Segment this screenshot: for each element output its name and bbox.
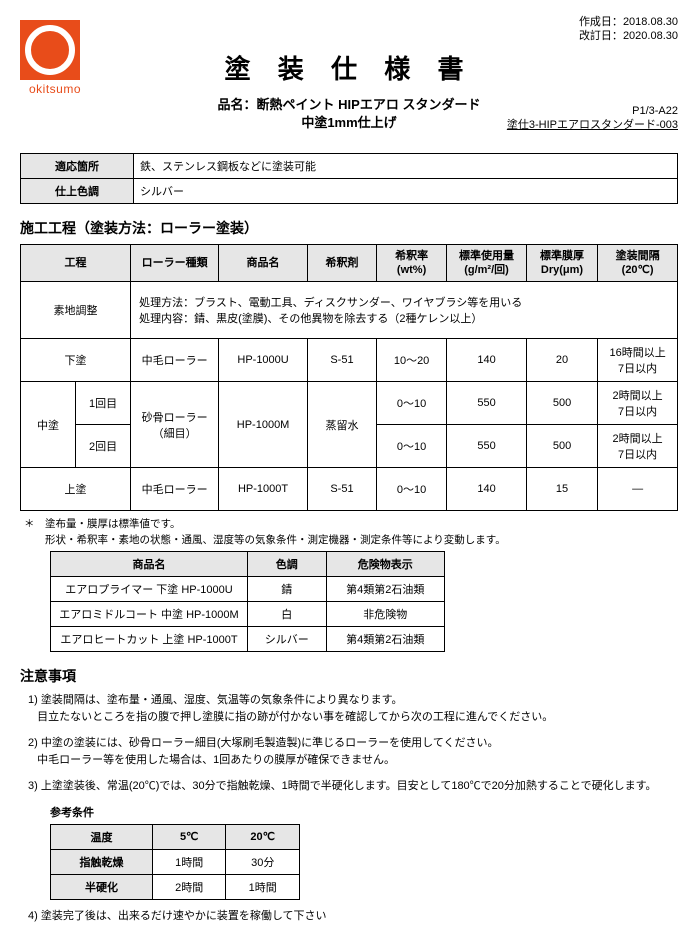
sub: 2回目 <box>76 425 131 468</box>
thinner: 蒸留水 <box>308 382 377 468</box>
cond-row: 半硬化 2時間 1時間 <box>51 874 300 899</box>
usage: 140 <box>447 339 527 382</box>
header-dates: 作成日：2018.08.30 改訂日：2020.08.30 <box>20 15 678 44</box>
logo-circle <box>25 25 75 75</box>
ratio: 0～10 <box>376 425 446 468</box>
logo-square <box>20 20 80 80</box>
usage: 550 <box>447 382 527 425</box>
info-value-2: シルバー <box>134 178 678 203</box>
row-mid-1: 中塗 1回目 砂骨ローラー（細目） HP-1000M 蒸留水 0～10 550 … <box>21 382 678 425</box>
hz-h2: 色調 <box>247 551 326 576</box>
product: HP-1000T <box>219 468 308 511</box>
stage: 下塗 <box>21 339 131 382</box>
row-topcoat: 上塗 中毛ローラー HP-1000T S-51 0～10 140 15 ― <box>21 468 678 511</box>
ratio: 0～10 <box>376 382 446 425</box>
info-table: 適応箇所 鉄、ステンレス鋼板などに塗装可能 仕上色調 シルバー <box>20 153 678 204</box>
interval: 2時間以上7日以内 <box>598 382 678 425</box>
doc-title: 塗 装 仕 様 書 <box>20 49 678 86</box>
notes-list: 1) 塗装間隔は、塗布量・通風、湿度、気温等の気象条件により異なります。 目立た… <box>28 692 678 796</box>
info-label-1: 適応箇所 <box>21 153 134 178</box>
stage: 中塗 <box>21 382 76 468</box>
process-table: 工程 ローラー種類 商品名 希釈剤 希釈率(wt%) 標準使用量(g/m²/回)… <box>20 244 678 512</box>
section-process-title: 施工工程（塗装方法：ローラー塗装） <box>20 218 678 238</box>
product: HP-1000M <box>219 382 308 468</box>
code2: 塗仕3-HIPエアロスタンダード-003 <box>507 119 678 131</box>
thinner: S-51 <box>308 339 377 382</box>
hazard-row: エアロヒートカット 上塗 HP-1000T シルバー 第4類第2石油類 <box>51 626 445 651</box>
row-undercoat: 下塗 中毛ローラー HP-1000U S-51 10～20 140 20 16時… <box>21 339 678 382</box>
interval: ― <box>598 468 678 511</box>
revised-date: 2020.08.30 <box>623 30 678 42</box>
film: 500 <box>526 382 597 425</box>
ratio: 0～10 <box>376 468 446 511</box>
hazard-row: エアロプライマー 下塗 HP-1000U 錆 第4類第2石油類 <box>51 576 445 601</box>
prep-text: 処理方法：ブラスト、電動工具、ディスクサンダー、ワイヤブラシ等を用いる 処理内容… <box>131 282 678 339</box>
roller: 中毛ローラー <box>131 339 219 382</box>
hazard-row: エアロミドルコート 中塗 HP-1000M 白 非危険物 <box>51 601 445 626</box>
sub: 1回目 <box>76 382 131 425</box>
revised-label: 改訂日： <box>579 30 623 42</box>
note-3: 3) 上塗塗装後、常温(20℃)では、30分で指触乾燥、1時間で半硬化します。目… <box>28 778 678 796</box>
thinner: S-51 <box>308 468 377 511</box>
usage: 140 <box>447 468 527 511</box>
th-roller: ローラー種類 <box>131 244 219 282</box>
th-ratio: 希釈率(wt%) <box>376 244 446 282</box>
th-usage: 標準使用量(g/m²/回) <box>447 244 527 282</box>
logo: okitsumo <box>20 20 90 96</box>
section-notes-title: 注意事項 <box>20 666 678 686</box>
code1: P1/3-A22 <box>632 105 678 117</box>
note-star: ＊ 塗布量・膜厚は標準値です。 形状・希釈率・素地の状態・通風、湿度等の気象条件… <box>24 517 678 549</box>
note-2: 2) 中塗の塗装には、砂骨ローラー細目(大塚刷毛製造製)に準じるローラーを使用し… <box>28 735 678 770</box>
th-thinner: 希釈剤 <box>308 244 377 282</box>
film: 15 <box>526 468 597 511</box>
stage: 上塗 <box>21 468 131 511</box>
prep-row: 素地調整 処理方法：ブラスト、電動工具、ディスクサンダー、ワイヤブラシ等を用いる… <box>21 282 678 339</box>
th-interval: 塗装間隔(20℃) <box>598 244 678 282</box>
note-4: 4) 塗装完了後は、出来るだけ速やかに装置を稼働して下さい <box>28 908 678 926</box>
film: 20 <box>526 339 597 382</box>
roller: 中毛ローラー <box>131 468 219 511</box>
created-label: 作成日： <box>579 16 623 28</box>
ratio: 10～20 <box>376 339 446 382</box>
interval: 16時間以上7日以内 <box>598 339 678 382</box>
info-value-1: 鉄、ステンレス鋼板などに塗装可能 <box>134 153 678 178</box>
hz-h1: 商品名 <box>51 551 248 576</box>
usage: 550 <box>447 425 527 468</box>
cond-label: 参考条件 <box>50 804 678 820</box>
hazard-table: 商品名 色調 危険物表示 エアロプライマー 下塗 HP-1000U 錆 第4類第… <box>50 551 445 652</box>
roller: 砂骨ローラー（細目） <box>131 382 219 468</box>
film: 500 <box>526 425 597 468</box>
th-film: 標準膜厚Dry(μm) <box>526 244 597 282</box>
cond-row: 指触乾燥 1時間 30分 <box>51 849 300 874</box>
process-header-row: 工程 ローラー種類 商品名 希釈剤 希釈率(wt%) 標準使用量(g/m²/回)… <box>21 244 678 282</box>
interval: 2時間以上7日以内 <box>598 425 678 468</box>
prep-label: 素地調整 <box>21 282 131 339</box>
product: HP-1000U <box>219 339 308 382</box>
info-label-2: 仕上色調 <box>21 178 134 203</box>
note-1: 1) 塗装間隔は、塗布量・通風、湿度、気温等の気象条件により異なります。 目立た… <box>28 692 678 727</box>
logo-text: okitsumo <box>20 82 90 96</box>
th-stage: 工程 <box>21 244 131 282</box>
th-product: 商品名 <box>219 244 308 282</box>
cond-table: 温度 5℃ 20℃ 指触乾燥 1時間 30分 半硬化 2時間 1時間 <box>50 824 300 900</box>
hz-h3: 危険物表示 <box>326 551 444 576</box>
created-date: 2018.08.30 <box>623 16 678 28</box>
